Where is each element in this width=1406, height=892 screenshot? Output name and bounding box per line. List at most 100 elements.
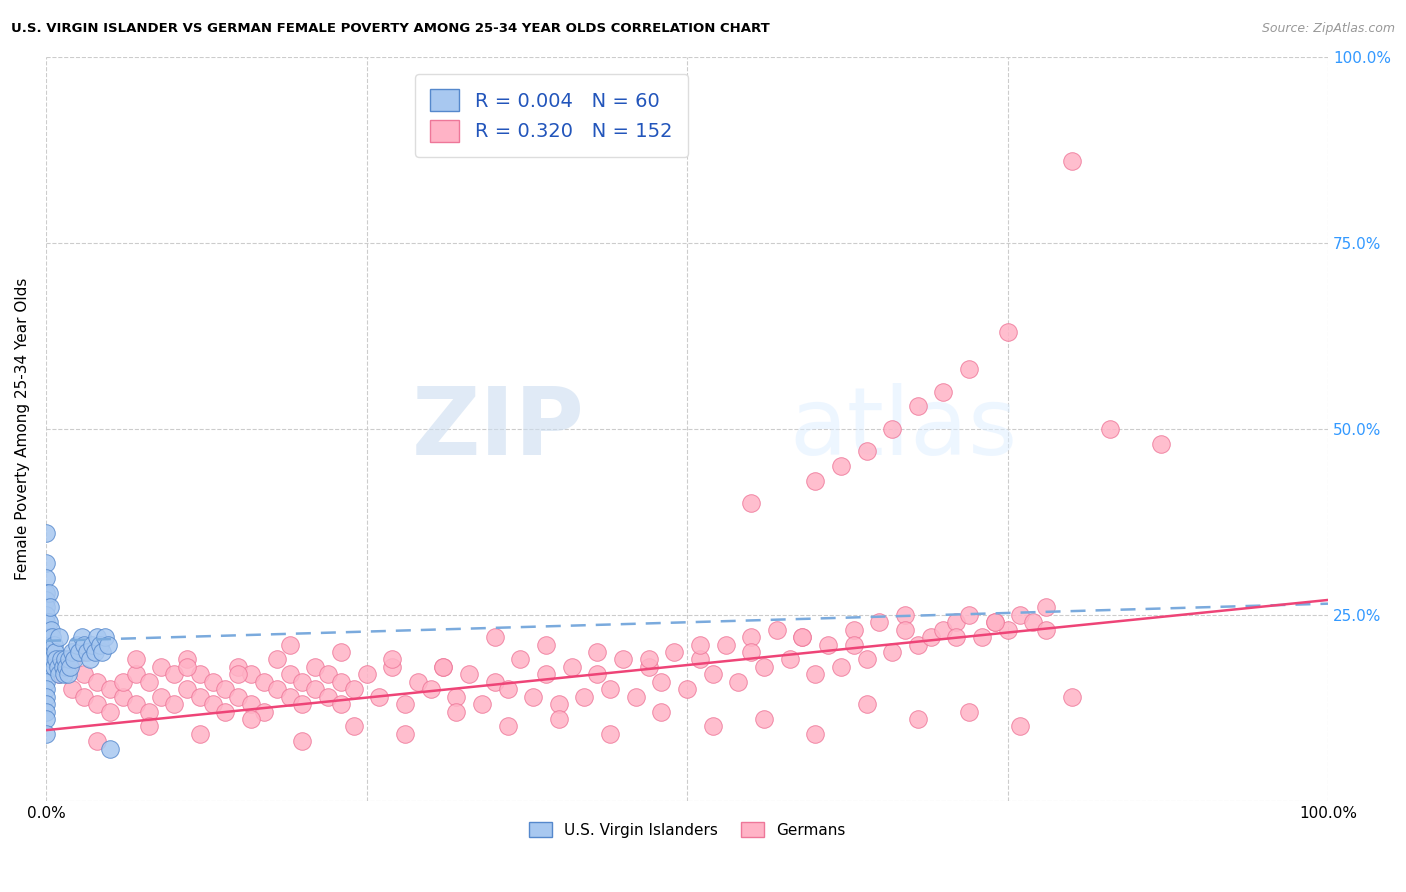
Point [894,607,917,622]
Point [496,719,519,733]
Point [522,690,544,704]
Point [56,667,79,681]
Point [163,667,186,681]
Point [329,645,352,659]
Point [702,667,724,681]
Point [484,630,506,644]
Point [432,660,454,674]
Point [329,674,352,689]
Point [650,674,672,689]
Point [111,690,134,704]
Point [38,630,60,644]
Point [804,667,827,681]
Point [48,667,70,681]
Point [35,660,58,674]
Point [1022,615,1045,630]
Point [55,660,77,674]
Point [586,667,609,681]
Point [86,674,108,689]
Point [599,727,621,741]
Point [997,325,1019,339]
Point [471,697,494,711]
Point [76,645,98,659]
Point [394,727,416,741]
Point [278,690,301,704]
Point [70,630,93,644]
Point [39,645,62,659]
Point [356,667,378,681]
Point [817,638,839,652]
Point [35,593,58,607]
Point [624,690,647,704]
Point [42,660,65,674]
Point [484,674,506,689]
Point [91,645,114,659]
Point [291,697,314,711]
Point [637,660,659,674]
Point [35,585,58,599]
Point [765,623,787,637]
Point [830,660,852,674]
Point [291,734,314,748]
Point [253,705,276,719]
Text: U.S. VIRGIN ISLANDER VS GERMAN FEMALE POVERTY AMONG 25-34 YEAR OLDS CORRELATION : U.S. VIRGIN ISLANDER VS GERMAN FEMALE PO… [11,22,770,36]
Point [957,705,980,719]
Point [35,571,58,585]
Point [419,682,441,697]
Point [44,645,66,659]
Text: Source: ZipAtlas.com: Source: ZipAtlas.com [1261,22,1395,36]
Point [188,727,211,741]
Point [38,600,60,615]
Point [432,660,454,674]
Point [138,674,160,689]
Point [855,697,877,711]
Point [98,741,121,756]
Point [446,705,468,719]
Point [226,667,249,681]
Point [176,682,198,697]
Point [201,697,224,711]
Point [752,712,775,726]
Point [727,674,749,689]
Point [574,690,596,704]
Point [35,690,58,704]
Point [73,667,96,681]
Point [1060,690,1083,704]
Point [35,630,58,644]
Point [138,705,160,719]
Point [35,525,58,540]
Point [664,645,686,659]
Point [278,667,301,681]
Point [957,362,980,376]
Point [406,674,429,689]
Point [253,674,276,689]
Point [381,660,404,674]
Point [291,674,314,689]
Point [446,690,468,704]
Point [150,690,173,704]
Point [534,638,557,652]
Point [1150,436,1173,450]
Point [51,652,73,666]
Point [368,690,391,704]
Point [650,705,672,719]
Point [599,682,621,697]
Point [304,660,326,674]
Point [41,630,63,644]
Point [35,652,58,666]
Point [35,615,58,630]
Point [1010,719,1032,733]
Point [188,667,211,681]
Point [226,690,249,704]
Point [547,697,569,711]
Point [67,645,90,659]
Point [343,719,366,733]
Point [35,667,58,681]
Point [35,600,58,615]
Point [343,682,366,697]
Point [855,444,877,458]
Point [46,660,69,674]
Point [96,638,118,652]
Point [907,638,929,652]
Point [240,712,263,726]
